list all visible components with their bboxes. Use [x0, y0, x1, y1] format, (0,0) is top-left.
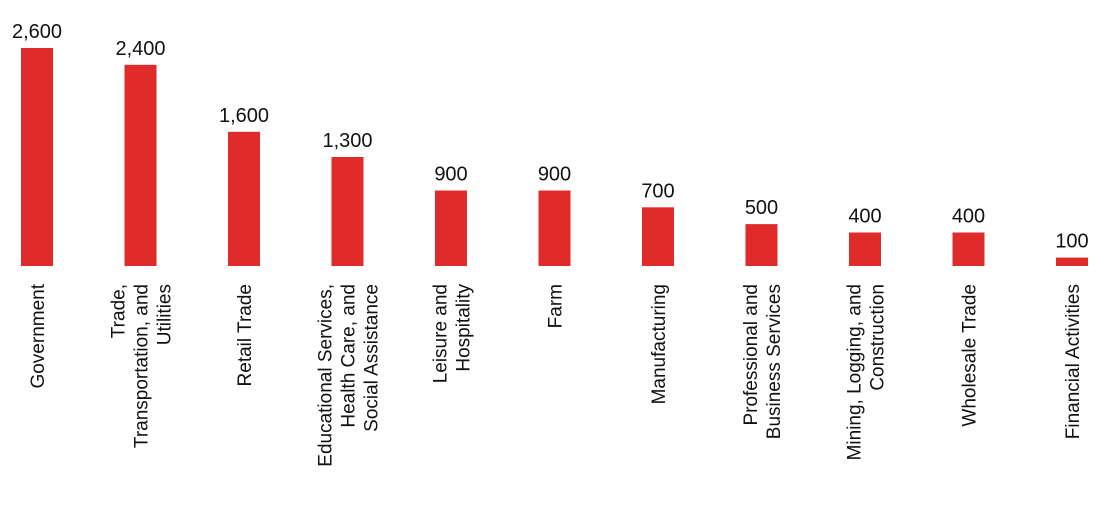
category-label: Financial Activities — [1063, 284, 1084, 439]
category-label: Manufacturing — [649, 284, 670, 404]
bar — [331, 157, 364, 266]
category-label-line: Trade, — [109, 284, 130, 338]
category-label-line: Transportation, and — [132, 284, 153, 448]
category-labels-group: Government Trade, Transportation, and Utili… — [28, 283, 1084, 466]
category-label: Leisure and Hospitality — [431, 284, 475, 384]
data-label: 100 — [1055, 231, 1088, 253]
category-label-line: Educational Services, — [316, 284, 337, 467]
category-label: Trade, Transportation, and Utilities — [109, 284, 176, 448]
data-label: 900 — [538, 164, 571, 186]
bar — [745, 224, 778, 266]
category-label-line: Professional and — [741, 284, 762, 426]
bar — [849, 232, 881, 266]
category-label-line: Social Assistance — [362, 284, 383, 432]
category-label-line: Wholesale Trade — [960, 284, 981, 427]
category-label-line: Financial Activities — [1063, 284, 1084, 439]
category-label-line: Business Services — [764, 284, 785, 439]
data-label: 900 — [434, 164, 467, 186]
data-label: 700 — [641, 180, 674, 202]
category-label: Wholesale Trade — [960, 284, 981, 427]
category-label-line: Retail Trade — [235, 284, 256, 386]
category-label: Retail Trade — [235, 284, 256, 386]
data-label: 2,600 — [12, 21, 62, 43]
bar — [124, 64, 157, 266]
data-label: 500 — [745, 197, 778, 219]
category-label-line: Farm — [546, 284, 567, 328]
data-label: 1,300 — [322, 130, 372, 152]
category-label-line: Utilities — [155, 284, 176, 345]
category-label-line: Hospitality — [454, 284, 475, 372]
bar — [642, 207, 674, 266]
category-label-line: Manufacturing — [649, 284, 670, 404]
bar — [1056, 257, 1088, 266]
category-label: Farm — [546, 284, 567, 328]
category-label: Government — [28, 283, 49, 388]
bar — [21, 48, 53, 266]
data-label: 400 — [952, 206, 985, 228]
bar — [435, 190, 467, 266]
category-label: Professional and Business Services — [741, 284, 785, 439]
bars-group — [21, 48, 1088, 266]
bar — [952, 232, 985, 266]
category-label-line: Mining, Logging, and — [845, 284, 866, 460]
category-label-line: Construction — [868, 284, 889, 391]
category-label: Mining, Logging, and Construction — [845, 284, 889, 460]
value-labels-group: 2,600 2,400 1,600 1,300 900 900 700 500 400 400 10… — [12, 21, 1089, 253]
bar — [228, 131, 260, 266]
data-label: 2,400 — [115, 38, 165, 60]
category-label: Educational Services, Health Care, and Soc… — [316, 284, 383, 467]
category-label-line: Health Care, and — [339, 284, 360, 428]
category-label-line: Leisure and — [431, 284, 452, 383]
data-label: 400 — [848, 206, 881, 228]
data-label: 1,600 — [219, 105, 269, 127]
category-label-line: Government — [28, 283, 49, 388]
bar — [538, 190, 571, 266]
